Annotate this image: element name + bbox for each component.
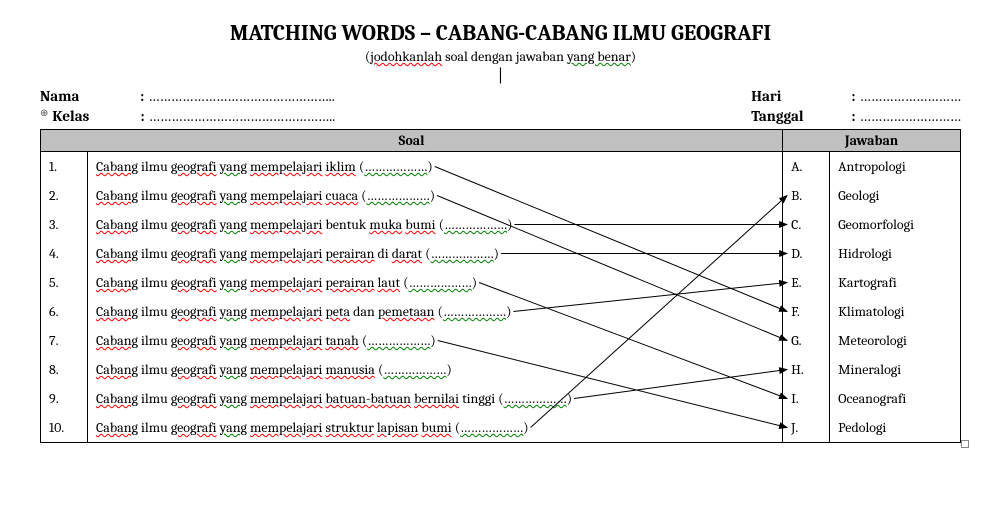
- soal-number: 9.: [41, 384, 88, 413]
- table-row: 5.Cabang ilmu geografi yang mempelajari …: [41, 268, 961, 297]
- colon: :: [851, 107, 855, 125]
- table-row: 10.Cabang ilmu geografi yang mempelajari…: [41, 413, 961, 443]
- hari-dots: ………………………: [859, 87, 961, 105]
- field-nama: Nama : …………………………………………..: [40, 87, 335, 105]
- table-row: 1.Cabang ilmu geografi yang mempelajari …: [41, 152, 961, 182]
- jawaban-letter: B.: [783, 181, 830, 210]
- soal-number: 8.: [41, 355, 88, 384]
- table-row: 4.Cabang ilmu geografi yang mempelajari …: [41, 239, 961, 268]
- jawaban-letter: C.: [783, 210, 830, 239]
- soal-text: Cabang ilmu geografi yang mempelajari ma…: [88, 355, 783, 384]
- jawaban-text: Kartografi: [830, 268, 961, 297]
- soal-text: Cabang ilmu geografi yang mempelajari ik…: [88, 152, 783, 182]
- anchor-icon: ⊕: [40, 107, 48, 125]
- header-fields: Nama : ………………………………………….. ⊕ Kelas : ……………: [40, 87, 961, 125]
- field-tanggal: Tanggal : ………………………: [751, 107, 961, 125]
- jawaban-letter: G.: [783, 326, 830, 355]
- jawaban-letter: I.: [783, 384, 830, 413]
- soal-text: Cabang ilmu geografi yang mempelajari pe…: [88, 268, 783, 297]
- field-kelas: ⊕ Kelas : …………………………………………..: [40, 107, 335, 125]
- jawaban-letter: A.: [783, 152, 830, 182]
- soal-number: 7.: [41, 326, 88, 355]
- jawaban-text: Geomorfologi: [830, 210, 961, 239]
- table-row: 3.Cabang ilmu geografi yang mempelajari …: [41, 210, 961, 239]
- soal-number: 4.: [41, 239, 88, 268]
- jawaban-letter: F.: [783, 297, 830, 326]
- jawaban-text: Oceanografi: [830, 384, 961, 413]
- table-row: 6.Cabang ilmu geografi yang mempelajari …: [41, 297, 961, 326]
- matching-table: Soal Jawaban 1.Cabang ilmu geografi yang…: [40, 129, 961, 443]
- table-row: 9.Cabang ilmu geografi yang mempelajari …: [41, 384, 961, 413]
- jawaban-letter: E.: [783, 268, 830, 297]
- jawaban-letter: D.: [783, 239, 830, 268]
- text-cursor: |: [40, 71, 961, 81]
- soal-number: 10.: [41, 413, 88, 443]
- header-soal: Soal: [41, 130, 783, 152]
- table-row: 8.Cabang ilmu geografi yang mempelajari …: [41, 355, 961, 384]
- kelas-label: Kelas: [52, 107, 140, 125]
- jawaban-text: Pedologi: [830, 413, 961, 443]
- soal-number: 6.: [41, 297, 88, 326]
- soal-number: 5.: [41, 268, 88, 297]
- soal-number: 1.: [41, 152, 88, 182]
- jawaban-text: Klimatologi: [830, 297, 961, 326]
- soal-text: Cabang ilmu geografi yang mempelajari st…: [88, 413, 783, 443]
- soal-number: 3.: [41, 210, 88, 239]
- soal-text: Cabang ilmu geografi yang mempelajari ta…: [88, 326, 783, 355]
- nama-dots: …………………………………………..: [148, 87, 335, 105]
- jawaban-letter: J.: [783, 413, 830, 443]
- table-wrap: Soal Jawaban 1.Cabang ilmu geografi yang…: [40, 129, 961, 443]
- field-hari: Hari : ………………………: [751, 87, 961, 105]
- soal-number: 2.: [41, 181, 88, 210]
- jawaban-text: Geologi: [830, 181, 961, 210]
- page-title: MATCHING WORDS – CABANG-CABANG ILMU GEOG…: [40, 20, 961, 46]
- tanggal-dots: ………………………: [859, 107, 961, 125]
- kelas-dots: …………………………………………..: [149, 107, 336, 125]
- jawaban-text: Antropologi: [830, 152, 961, 182]
- subtitle-mid: soal dengan jawaban: [442, 48, 567, 65]
- colon: :: [851, 87, 855, 105]
- page-subtitle: (jodohkanlah soal dengan jawaban yang be…: [40, 48, 961, 65]
- table-row: 2.Cabang ilmu geografi yang mempelajari …: [41, 181, 961, 210]
- colon: :: [140, 87, 144, 105]
- resize-handle-icon: [961, 440, 969, 448]
- subtitle-close: ): [631, 48, 636, 65]
- soal-text: Cabang ilmu geografi yang mempelajari be…: [88, 210, 783, 239]
- soal-text: Cabang ilmu geografi yang mempelajari ba…: [88, 384, 783, 413]
- hari-label: Hari: [751, 87, 851, 105]
- colon: :: [140, 107, 144, 125]
- subtitle-word-2: yang benar: [567, 48, 631, 65]
- soal-text: Cabang ilmu geografi yang mempelajari pe…: [88, 239, 783, 268]
- jawaban-letter: H.: [783, 355, 830, 384]
- tanggal-label: Tanggal: [751, 107, 851, 125]
- header-jawaban: Jawaban: [783, 130, 961, 152]
- nama-label: Nama: [40, 87, 140, 105]
- jawaban-text: Hidrologi: [830, 239, 961, 268]
- soal-text: Cabang ilmu geografi yang mempelajari pe…: [88, 297, 783, 326]
- soal-text: Cabang ilmu geografi yang mempelajari cu…: [88, 181, 783, 210]
- subtitle-word-1: jodohkanlah: [370, 48, 442, 65]
- table-row: 7.Cabang ilmu geografi yang mempelajari …: [41, 326, 961, 355]
- jawaban-text: Meteorologi: [830, 326, 961, 355]
- jawaban-text: Mineralogi: [830, 355, 961, 384]
